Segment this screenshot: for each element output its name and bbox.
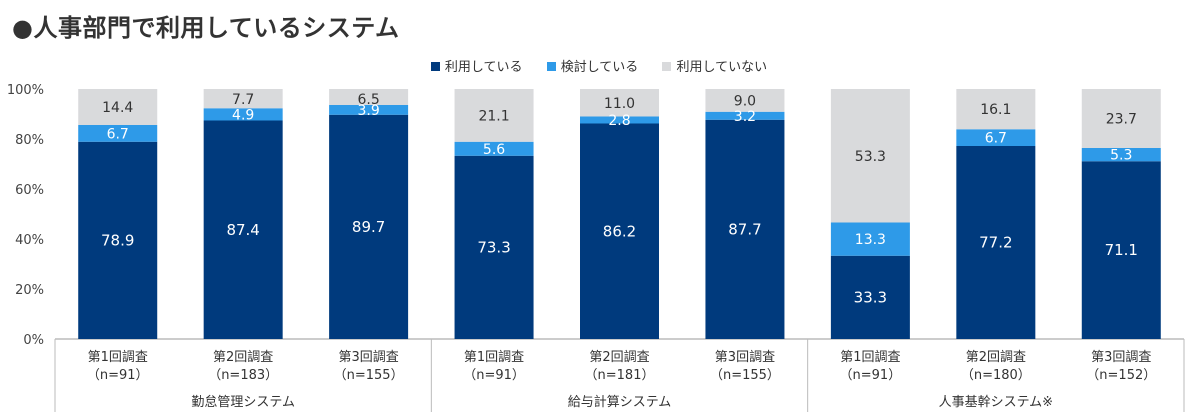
data-label: 16.1 (980, 102, 1011, 118)
bar-segment-considering (705, 111, 785, 120)
legend-swatch-not-using (662, 62, 672, 71)
category-label: 第3回調査 (338, 350, 398, 365)
data-label: 6.7 (107, 126, 129, 142)
bar-segment-not-using (705, 89, 785, 112)
legend-item-considering: 検討している (546, 56, 639, 75)
data-label: 13.3 (855, 232, 886, 248)
y-tick-label: 60% (15, 183, 44, 198)
legend-label-considering: 検討している (560, 60, 639, 75)
legend-label-not-using: 利用していない (676, 60, 768, 75)
bar-segment-using (705, 119, 785, 339)
data-label: 71.1 (1105, 241, 1138, 259)
y-tick-label: 80% (15, 133, 44, 148)
bar-segment-not-using (329, 89, 409, 105)
bar-segment-using (830, 255, 910, 339)
category-label: 第3回調査 (1091, 350, 1151, 365)
data-label: 87.7 (728, 220, 761, 238)
data-label: 11.0 (604, 96, 635, 112)
bar-segment-considering (203, 108, 283, 121)
bar-segment-not-using (1081, 89, 1161, 148)
data-label: 53.3 (855, 149, 886, 165)
bar-segment-using (203, 120, 283, 339)
data-label: 87.4 (226, 221, 259, 239)
bar-segment-considering (329, 105, 409, 115)
data-label: 23.7 (1106, 112, 1137, 128)
category-n-label: （n=183） (208, 368, 278, 383)
legend-swatch-considering (546, 62, 556, 71)
bar-segment-not-using (203, 89, 283, 109)
category-label: 第1回調査 (840, 350, 900, 365)
data-label: 7.7 (232, 92, 254, 108)
category-n-label: （n=180） (961, 368, 1031, 383)
data-label: 4.9 (232, 107, 254, 123)
data-label: 3.9 (357, 103, 379, 119)
bar-segment-using (956, 146, 1036, 339)
data-label: 21.1 (478, 108, 509, 124)
bar-segment-using (329, 114, 409, 339)
data-label: 3.2 (734, 109, 756, 125)
y-tick-label: 100% (7, 83, 44, 98)
y-tick-label: 40% (15, 233, 44, 248)
bar-segment-not-using (830, 89, 910, 223)
category-n-label: （n=155） (334, 368, 404, 383)
legend-label-using: 利用している (444, 60, 523, 75)
category-label: 第1回調査 (464, 350, 524, 365)
category-label: 第2回調査 (213, 350, 273, 365)
legend-item-not-using: 利用していない (662, 56, 767, 75)
category-label: 第2回調査 (589, 350, 649, 365)
bar-segment-considering (454, 141, 534, 156)
category-label: 第1回調査 (88, 350, 148, 365)
bar-segment-using (1081, 161, 1161, 339)
bar-segment-using (78, 141, 158, 339)
data-label: 6.5 (357, 92, 379, 108)
category-n-label: （n=181） (585, 368, 655, 383)
data-label: 5.6 (483, 142, 505, 158)
data-label: 73.3 (477, 238, 510, 256)
bar-segment-using (580, 123, 659, 339)
bar-segment-using (454, 155, 534, 339)
bar-segment-considering (830, 222, 910, 256)
data-label: 89.7 (352, 218, 385, 236)
data-label: 9.0 (734, 93, 756, 109)
group-label: 人事基幹システム※ (939, 394, 1054, 410)
bar-segment-not-using (78, 89, 158, 125)
data-label: 5.3 (1110, 148, 1132, 164)
bar-segment-considering (956, 129, 1036, 146)
legend-swatch-using (430, 62, 440, 71)
bar-segment-considering (580, 116, 659, 124)
group-label: 勤怠管理システム (191, 394, 295, 410)
category-n-label: （n=155） (710, 368, 780, 383)
data-label: 33.3 (854, 288, 887, 306)
category-label: 第2回調査 (966, 350, 1026, 365)
category-n-label: （n=152） (1086, 368, 1156, 383)
bar-segment-considering (78, 125, 158, 142)
bar-segment-considering (1081, 148, 1161, 162)
data-label: 78.9 (101, 231, 134, 249)
bar-segment-not-using (580, 89, 659, 117)
category-n-label: （n=91） (840, 368, 902, 383)
category-label: 第3回調査 (715, 350, 775, 365)
chart-legend: 利用している 検討している 利用していない (0, 56, 1198, 75)
y-tick-label: 20% (15, 283, 44, 298)
page-title: ●人事部門で利用しているシステム (12, 14, 400, 42)
category-n-label: （n=91） (463, 368, 525, 383)
data-label: 86.2 (603, 222, 636, 240)
data-label: 14.4 (102, 100, 133, 116)
data-label: 77.2 (979, 234, 1012, 252)
group-label: 給与計算システム (568, 394, 672, 410)
category-n-label: （n=91） (87, 368, 149, 383)
legend-item-using: 利用している (430, 56, 523, 75)
data-label: 2.8 (608, 113, 630, 129)
y-tick-label: 0% (23, 333, 44, 348)
bar-segment-not-using (454, 89, 534, 142)
bar-segment-not-using (956, 89, 1036, 130)
data-label: 6.7 (985, 131, 1007, 147)
